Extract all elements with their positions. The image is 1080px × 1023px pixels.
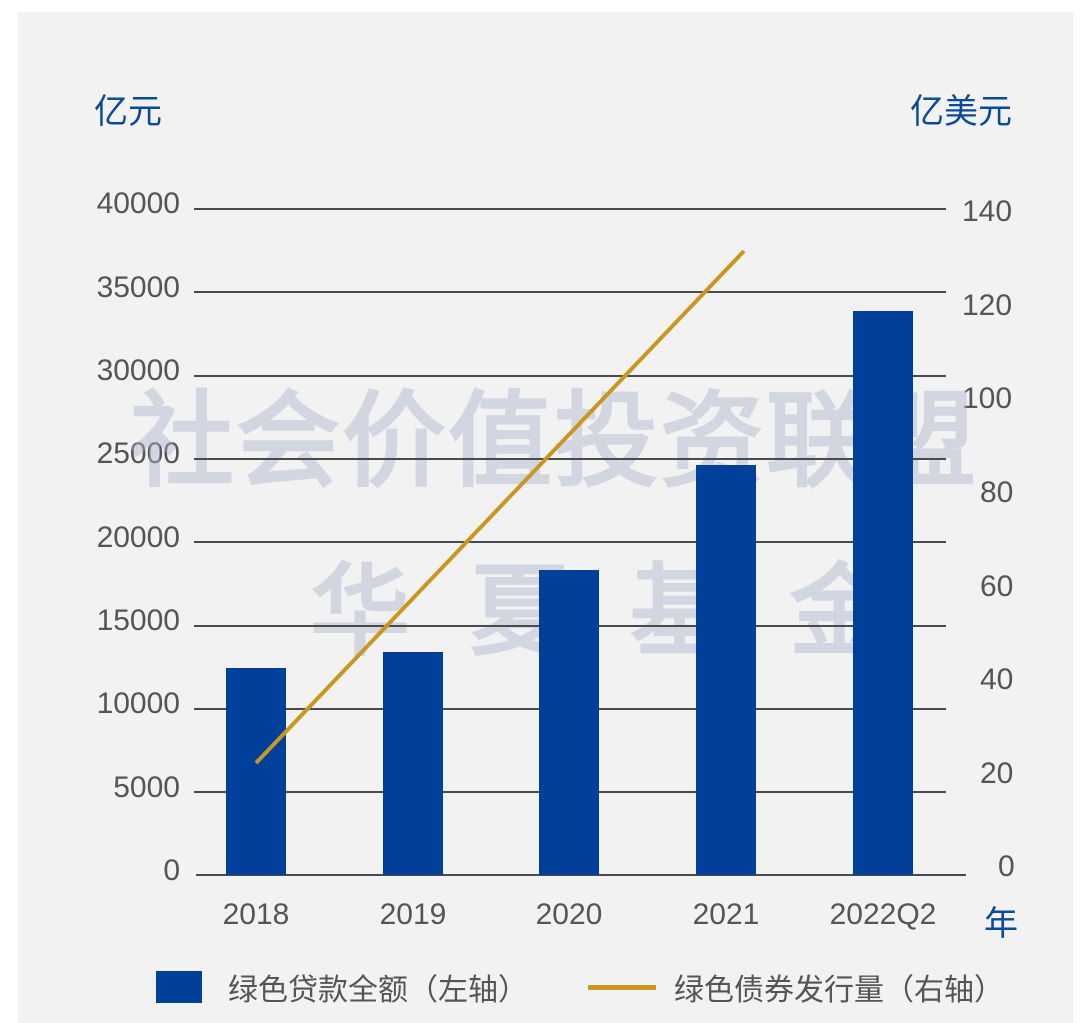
legend-line-swatch-icon [588,984,656,990]
bars [226,311,913,875]
right-tick: 60 [980,570,1014,603]
left-tick: 25000 [96,437,180,470]
legend-item-line: 绿色债券发行量（右轴） [588,965,1004,1009]
right-tick: 100 [962,382,1013,415]
x-label: 2020 [535,898,603,931]
x-label: 2019 [379,898,447,931]
right-tick: 20 [980,757,1014,790]
right-tick: 40 [980,663,1014,696]
left-tick: 0 [163,854,180,887]
left-tick: 5000 [113,771,180,804]
left-tick: 40000 [96,187,180,220]
bar-2019 [383,652,443,875]
left-tick: 30000 [96,354,180,387]
left-axis-unit: 亿元 [94,93,162,131]
right-tick: 140 [962,195,1013,228]
right-tick: 80 [980,476,1014,509]
right-tick: 120 [962,289,1013,322]
left-tick: 15000 [96,604,180,637]
right-tick: 0 [998,850,1015,883]
x-label: 2021 [692,898,760,931]
legend-line-label: 绿色债券发行量（右轴） [674,974,1004,1007]
left-tick: 20000 [96,521,180,554]
right-axis-unit: 亿美元 [910,93,1012,131]
bar-2018 [226,668,286,875]
left-tick: 35000 [96,271,180,304]
legend-bar-swatch-icon [156,971,202,1003]
bar-2021 [696,465,756,875]
x-label: 2018 [222,898,290,931]
left-tick: 10000 [96,687,180,720]
x-axis-unit: 年 [984,905,1018,943]
legend-item-bar: 绿色贷款全额（左轴） [156,965,528,1009]
bar-2020 [539,570,599,875]
x-label: 2022Q2 [829,898,937,931]
legend-bar-label: 绿色贷款全额（左轴） [228,974,528,1007]
bond-issuance-line [254,249,746,765]
bar-2022Q2 [853,311,913,875]
